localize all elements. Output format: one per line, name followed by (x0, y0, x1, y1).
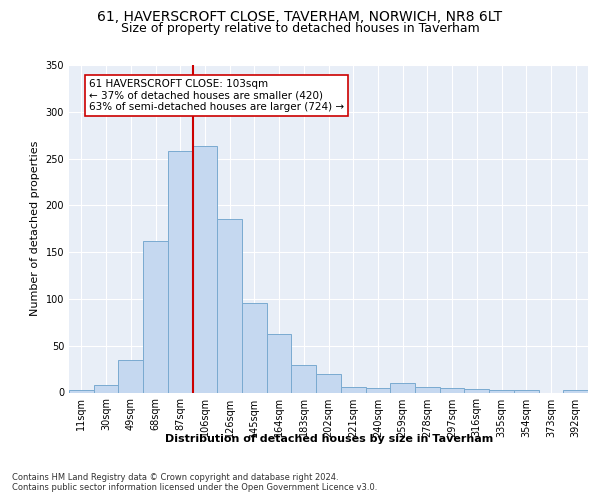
Text: Size of property relative to detached houses in Taverham: Size of property relative to detached ho… (121, 22, 479, 35)
Bar (440, 388, 464, 392)
Bar (69, 390, 94, 392)
Bar (316, 374, 341, 392)
Bar (365, 388, 390, 392)
Bar (390, 383, 415, 392)
Bar (292, 366, 316, 392)
Text: 61, HAVERSCROFT CLOSE, TAVERHAM, NORWICH, NR8 6LT: 61, HAVERSCROFT CLOSE, TAVERHAM, NORWICH… (97, 10, 503, 24)
Bar (464, 389, 489, 392)
Text: Distribution of detached houses by size in Taverham: Distribution of detached houses by size … (164, 434, 493, 444)
Bar (242, 302, 267, 392)
Y-axis label: Number of detached properties: Number of detached properties (30, 141, 40, 316)
Bar (415, 387, 440, 392)
Bar (563, 390, 588, 392)
Text: 61 HAVERSCROFT CLOSE: 103sqm
← 37% of detached houses are smaller (420)
63% of s: 61 HAVERSCROFT CLOSE: 103sqm ← 37% of de… (89, 79, 344, 112)
Bar (514, 390, 539, 392)
Bar (267, 334, 292, 392)
Bar (143, 241, 168, 392)
Bar (489, 390, 514, 392)
Text: Contains public sector information licensed under the Open Government Licence v3: Contains public sector information licen… (12, 484, 377, 492)
Bar (94, 385, 118, 392)
Bar (168, 151, 193, 392)
Bar (341, 387, 365, 392)
Bar (217, 220, 242, 392)
Text: Contains HM Land Registry data © Crown copyright and database right 2024.: Contains HM Land Registry data © Crown c… (12, 472, 338, 482)
Bar (118, 360, 143, 392)
Bar (193, 146, 217, 392)
